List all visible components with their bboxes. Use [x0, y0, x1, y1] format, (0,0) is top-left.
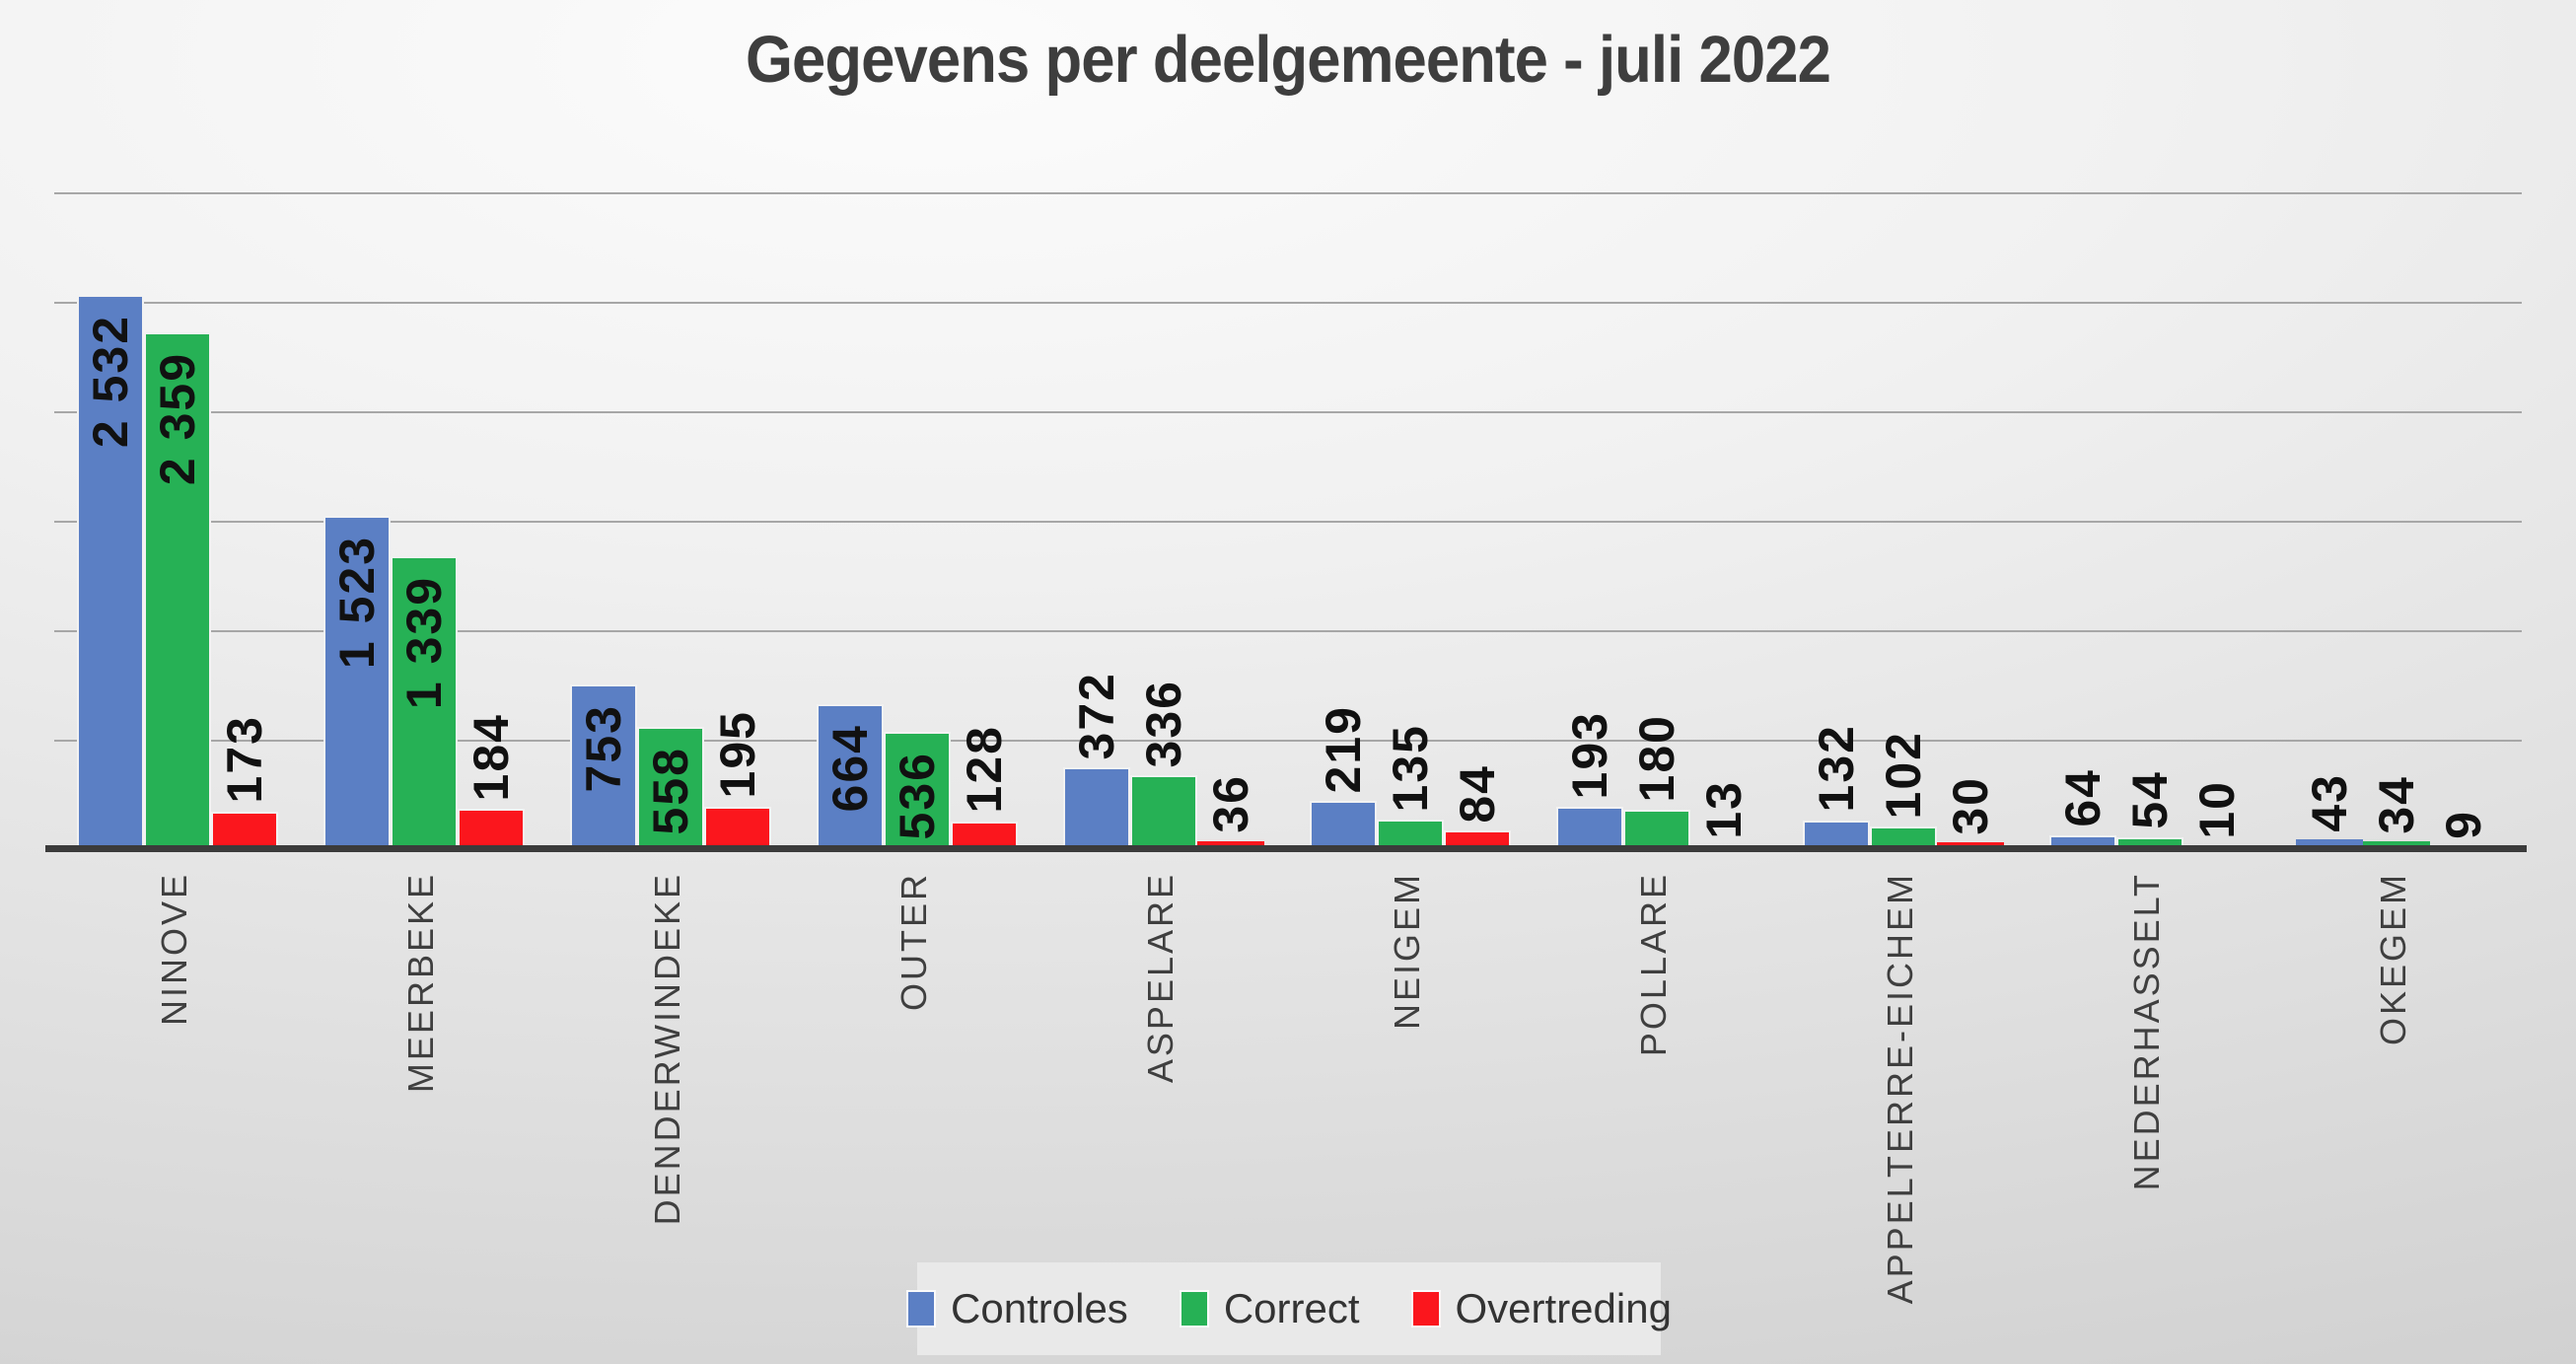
value-label-correct-appelterre-eichem: 102	[1876, 730, 1931, 820]
value-label-correct-aspelare: 336	[1136, 679, 1191, 768]
legend-swatch-correct	[1179, 1290, 1209, 1328]
value-label-controles-okegem: 43	[2302, 772, 2357, 832]
x-axis-label-ninove: NINOVE	[154, 872, 194, 1027]
value-label-overtreding-pollare: 13	[1696, 779, 1752, 839]
bar-overtreding-meerbeke	[458, 809, 525, 849]
legend-item-controles: Controles	[906, 1285, 1128, 1332]
value-label-overtreding-outer: 128	[957, 725, 1012, 814]
x-axis-label-appelterre-eichem: APPELTERRE-EICHEM	[1880, 872, 1920, 1305]
bar-correct-pollare	[1623, 810, 1690, 849]
value-label-correct-denderwindeke: 558	[643, 747, 698, 835]
bar-controles-denderwindeke	[570, 683, 637, 849]
value-label-correct-ninove: 2 359	[150, 352, 205, 486]
value-label-controles-denderwindeke: 753	[576, 703, 631, 793]
gridline	[54, 411, 2522, 413]
gridline	[54, 740, 2522, 742]
value-label-correct-pollare: 180	[1629, 713, 1684, 803]
value-label-controles-aspelare: 372	[1069, 671, 1124, 760]
bar-controles-pollare	[1556, 807, 1623, 849]
value-label-controles-neigem: 219	[1316, 704, 1371, 794]
value-label-correct-meerbeke: 1 339	[396, 575, 452, 709]
bar-controles-neigem	[1310, 801, 1377, 849]
legend-swatch-controles	[906, 1290, 937, 1328]
value-label-overtreding-okegem: 9	[2436, 810, 2491, 839]
x-axis-label-nederhasselt: NEDERHASSELT	[2126, 872, 2167, 1191]
legend-item-overtreding: Overtreding	[1410, 1285, 1672, 1332]
value-label-controles-appelterre-eichem: 132	[1809, 724, 1864, 813]
value-label-controles-ninove: 2 532	[83, 314, 138, 449]
x-axis-label-denderwindeke: DENDERWINDEKE	[647, 872, 687, 1226]
value-label-correct-neigem: 135	[1383, 723, 1438, 813]
bar-overtreding-aspelare	[1197, 841, 1264, 849]
x-axis-label-okegem: OKEGEM	[2373, 872, 2413, 1046]
bar-overtreding-denderwindeke	[704, 806, 771, 849]
value-label-controles-meerbeke: 1 523	[329, 535, 385, 670]
gridline	[54, 302, 2522, 304]
x-axis-label-aspelare: ASPELARE	[1140, 872, 1181, 1084]
x-axis-label-pollare: POLLARE	[1633, 872, 1674, 1057]
bar-correct-appelterre-eichem	[1870, 826, 1937, 849]
bar-controles-meerbeke	[323, 515, 391, 849]
bar-correct-nederhasselt	[2116, 837, 2183, 849]
value-label-overtreding-aspelare: 36	[1203, 774, 1258, 834]
bar-correct-denderwindeke	[637, 727, 704, 849]
bar-controles-outer	[817, 703, 884, 849]
legend-label-overtreding: Overtreding	[1455, 1285, 1672, 1331]
legend-label-correct: Correct	[1223, 1285, 1360, 1331]
value-label-overtreding-appelterre-eichem: 30	[1943, 775, 1998, 835]
bar-correct-meerbeke	[391, 555, 458, 849]
value-label-controles-outer: 664	[823, 723, 878, 813]
value-label-overtreding-ninove: 173	[217, 715, 272, 804]
bar-controles-ninove	[77, 294, 144, 849]
legend-swatch-overtreding	[1410, 1290, 1441, 1328]
chart-title: Gegevens per deelgemeente - juli 2022	[746, 23, 1831, 97]
legend-label-controles: Controles	[951, 1285, 1128, 1331]
x-axis-label-neigem: NEIGEM	[1387, 872, 1427, 1031]
bar-overtreding-neigem	[1444, 830, 1511, 849]
bar-controles-appelterre-eichem	[1803, 820, 1870, 849]
x-axis-line	[45, 845, 2527, 852]
value-label-controles-nederhasselt: 64	[2055, 768, 2111, 827]
value-label-overtreding-meerbeke: 184	[464, 712, 519, 802]
value-label-correct-outer: 536	[890, 752, 945, 840]
value-label-correct-okegem: 34	[2369, 774, 2424, 834]
legend: Controles Correct Overtreding	[906, 1262, 1672, 1355]
bar-overtreding-ninove	[211, 811, 278, 849]
value-label-controles-pollare: 193	[1562, 710, 1617, 800]
gridline	[54, 630, 2522, 632]
legend-item-correct: Correct	[1179, 1285, 1360, 1332]
gridline	[54, 521, 2522, 523]
x-axis-label-outer: OUTER	[894, 872, 934, 1011]
value-label-overtreding-denderwindeke: 195	[710, 710, 765, 799]
bar-correct-aspelare	[1130, 775, 1197, 849]
gridline	[54, 192, 2522, 194]
bar-overtreding-outer	[951, 821, 1018, 849]
bar-controles-okegem	[2296, 839, 2363, 849]
x-axis-label-meerbeke: MEERBEKE	[400, 872, 441, 1094]
value-label-overtreding-neigem: 84	[1450, 763, 1505, 824]
value-label-correct-nederhasselt: 54	[2122, 770, 2178, 830]
bar-correct-neigem	[1377, 820, 1444, 849]
bar-correct-ninove	[144, 332, 211, 849]
bar-controles-aspelare	[1063, 767, 1130, 849]
value-label-overtreding-nederhasselt: 10	[2189, 780, 2245, 839]
bar-correct-outer	[884, 732, 951, 849]
